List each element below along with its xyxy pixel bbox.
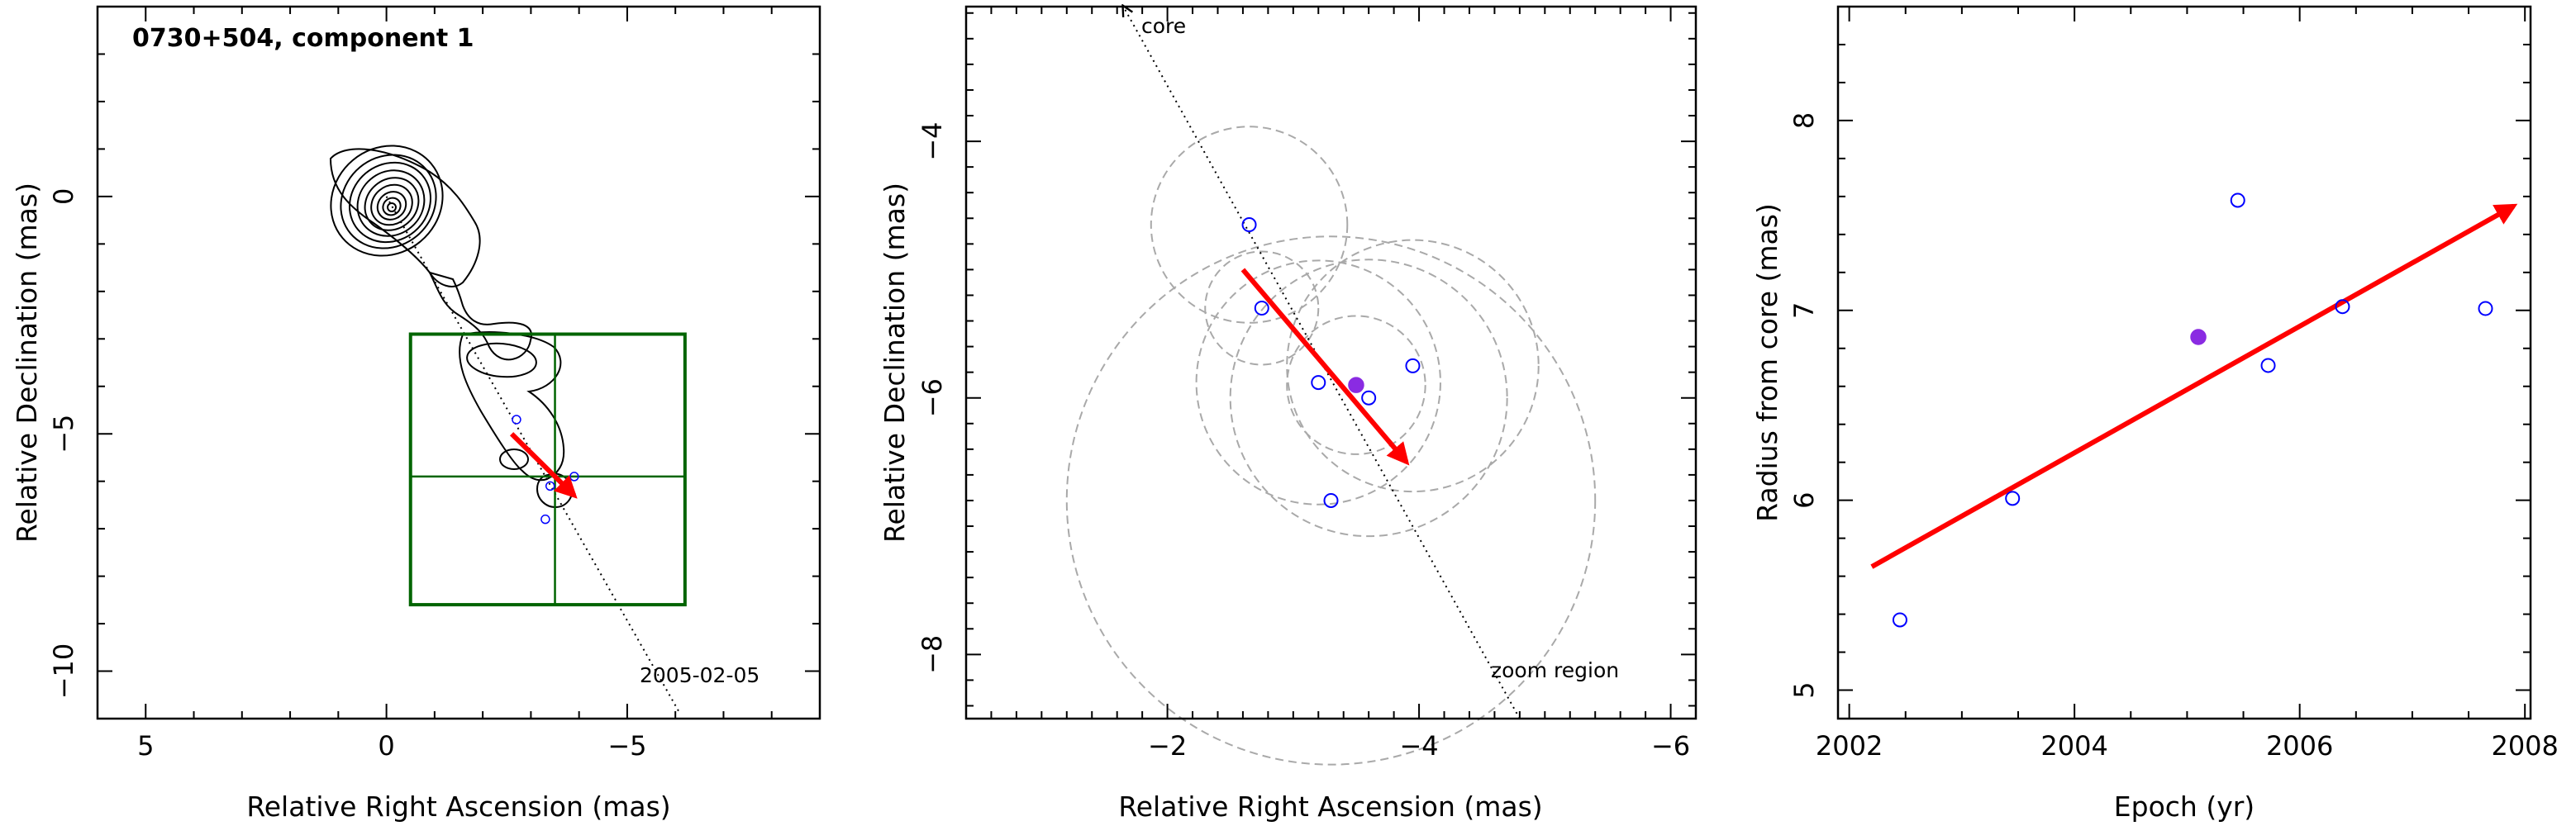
component-marker <box>545 481 555 491</box>
zoom-box <box>408 332 687 607</box>
y-tick-label: 7 <box>1788 302 1820 319</box>
p3-xlabel: Epoch (yr) <box>2114 790 2255 823</box>
component-point <box>1311 375 1326 391</box>
component-point <box>1361 390 1377 406</box>
panel-radius-vs-epoch: 2002 2004 2006 2008 5 6 7 8 Epoch (yr) Radius f… <box>1751 5 2559 823</box>
x-tick-label: 5 <box>137 730 154 762</box>
epoch-point <box>2230 192 2245 208</box>
y-tick-label: −10 <box>48 643 79 700</box>
component-size-circle <box>1286 315 1426 455</box>
component-point <box>1254 300 1269 316</box>
y-tick-label: 5 <box>1788 681 1820 698</box>
component-point-filled <box>1348 377 1364 393</box>
x-tick-label: −5 <box>607 730 646 762</box>
panel-contour-map: 5 0 −5 0 −5 −10 0730+504, component 1 2005-02… <box>11 5 821 823</box>
epoch-point <box>2335 299 2350 315</box>
component-size-circle <box>1065 235 1597 766</box>
y-tick-label: −8 <box>917 635 948 674</box>
x-tick-label: −2 <box>1148 730 1187 762</box>
x-tick-label: 2002 <box>1816 730 1883 762</box>
component-size-circle <box>1195 259 1441 506</box>
p3-frame <box>1836 5 2532 720</box>
motion-vector-arrow <box>509 432 578 499</box>
x-tick-label: −4 <box>1399 730 1438 762</box>
x-tick-label: −6 <box>1651 730 1690 762</box>
y-tick-label: −4 <box>917 121 948 160</box>
component-size-circle <box>1204 250 1320 366</box>
p1-ylabel: Relative Declination (mas) <box>11 183 43 543</box>
x-tick-label: 2008 <box>2491 730 2558 762</box>
component-size-circle <box>1229 259 1508 538</box>
epoch-point <box>1892 612 1907 628</box>
p1-frame <box>96 5 821 720</box>
component-point <box>1323 492 1339 508</box>
fit-line-arrow <box>1870 203 2518 569</box>
knot-contours <box>466 342 537 470</box>
p2-ylabel: Relative Declination (mas) <box>879 183 911 543</box>
panel-zoom-region: −2 −4 −6 −4 −6 −8 core zoom region Relative R… <box>879 5 1697 823</box>
core-direction-line <box>385 196 681 714</box>
x-tick-label: 2006 <box>2266 730 2333 762</box>
p3-ylabel: Radius from core (mas) <box>1751 203 1783 522</box>
component-marker <box>540 514 550 525</box>
component-point <box>1405 358 1421 373</box>
y-tick-label: 6 <box>1788 491 1820 508</box>
motion-vector-arrow <box>1240 268 1410 466</box>
p2-zoom-label: zoom region <box>1491 658 1619 682</box>
p1-date-annotation: 2005-02-05 <box>640 663 759 687</box>
y-tick-label: −5 <box>48 415 79 453</box>
x-tick-label: 0 <box>378 730 394 762</box>
component-point <box>1241 217 1257 233</box>
component-size-circle <box>1150 126 1349 324</box>
epoch-point <box>2478 301 2493 316</box>
p2-frame <box>964 5 1697 720</box>
p2-core-label: core <box>1141 14 1186 38</box>
y-tick-label: −6 <box>917 378 948 417</box>
p1-title: 0730+504, component 1 <box>132 24 474 53</box>
p2-xlabel: Relative Right Ascension (mas) <box>1118 790 1542 823</box>
epoch-point-filled <box>2190 329 2207 345</box>
p1-contours <box>329 145 574 509</box>
epoch-point <box>2005 491 2021 506</box>
y-tick-label: 8 <box>1788 112 1820 129</box>
component-marker <box>512 415 521 425</box>
core-contour-stack <box>330 145 444 257</box>
epoch-point <box>2260 358 2276 373</box>
x-tick-label: 2004 <box>2040 730 2107 762</box>
y-tick-label: 0 <box>48 188 79 205</box>
p1-xlabel: Relative Right Ascension (mas) <box>246 790 670 823</box>
